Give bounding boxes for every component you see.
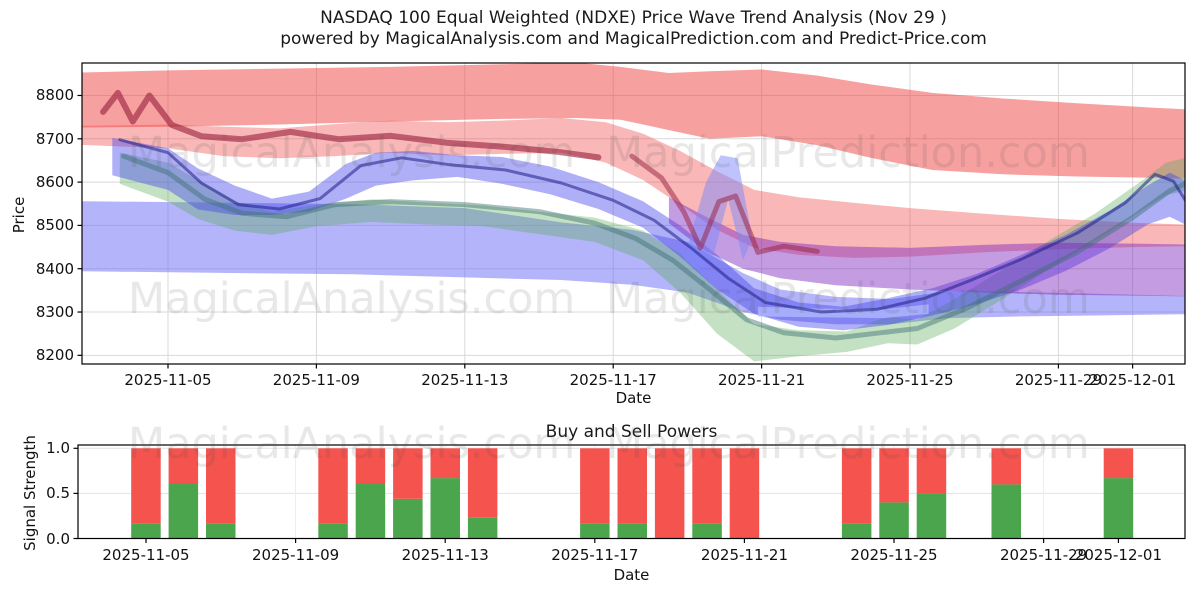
price-ytick-label: 8800 <box>35 86 74 105</box>
sell-bar-segment <box>467 448 498 518</box>
price-xtick-label: 2025-12-01 <box>1089 371 1177 389</box>
sell-bar-segment <box>617 448 647 524</box>
sell-bar-segment <box>729 448 760 539</box>
buy-bar-segment <box>580 523 610 539</box>
power-xtick-label: 2025-11-17 <box>551 545 639 564</box>
price-band-green-band <box>119 152 1185 362</box>
price-xtick-label: 2025-11-21 <box>718 371 806 389</box>
sell-bar-segment <box>654 448 685 539</box>
price-plot-border <box>81 62 1186 365</box>
power-xtick-label: 2025-11-21 <box>700 545 788 564</box>
sell-bar-segment <box>355 448 386 484</box>
power-xtick-label: 2025-11-09 <box>252 545 340 564</box>
power-xtick-label: 2025-11-05 <box>102 545 190 564</box>
sell-bar-segment <box>879 448 909 503</box>
chart-subtitle: powered by MagicalAnalysis.com and Magic… <box>280 29 987 49</box>
buy-bar-segment <box>617 523 647 539</box>
price-ytick-label: 8700 <box>35 129 74 148</box>
buy-bar-segment <box>879 502 909 539</box>
power-ytick-label: 0.0 <box>46 529 70 548</box>
sell-bar-segment <box>916 448 947 494</box>
price-line-navy-price-line <box>118 138 1185 314</box>
price-line-maroon-start-zigzag <box>100 89 602 161</box>
buy-bar-segment <box>318 523 348 539</box>
power-xtick-label: 2025-12-01 <box>1074 545 1163 564</box>
price-ytick-label: 8400 <box>35 259 74 278</box>
price-band-flat-blue-band <box>82 201 1185 325</box>
chart-title: NASDAQ 100 Equal Weighted (NDXE) Price W… <box>320 8 947 28</box>
buy-bar-segment <box>692 523 722 539</box>
buy-bar-segment <box>991 484 1021 539</box>
power-ytick-label: 1.0 <box>46 439 70 458</box>
buy-bar-segment <box>131 523 161 539</box>
buy-bar-segment <box>1103 478 1134 539</box>
price-ytick-label: 8200 <box>35 346 74 365</box>
sell-bar-segment <box>430 448 460 479</box>
buy-bar-segment <box>841 523 872 539</box>
price-band-mid-pink-band <box>82 118 1185 258</box>
price-xtick-label: 2025-11-17 <box>569 371 657 389</box>
buy-bar-segment <box>916 493 947 539</box>
power-xtick-label: 2025-11-13 <box>401 545 489 564</box>
price-axis-label: Price <box>10 196 28 234</box>
buy-bar-segment <box>393 498 423 539</box>
price-xtick-label: 2025-11-13 <box>421 371 509 389</box>
sell-bar-segment <box>580 448 610 524</box>
price-date-axis-label: Date <box>615 389 652 407</box>
sell-bar-segment <box>168 448 199 484</box>
power-xtick-label: 2025-11-25 <box>850 545 938 564</box>
power-plot-border <box>77 444 1186 540</box>
price-xtick-label: 2025-11-09 <box>272 371 360 389</box>
price-xtick-label: 2025-11-29 <box>1014 371 1102 389</box>
sell-bar-segment <box>318 448 348 524</box>
buy-bar-segment <box>355 483 386 539</box>
price-band-purple-band <box>668 197 1185 297</box>
sell-bar-segment <box>692 448 722 524</box>
price-line-teal-trace <box>121 153 1185 341</box>
price-ytick-label: 8600 <box>35 173 74 192</box>
power-chart-title: Buy and Sell Powers <box>545 422 718 442</box>
sell-bar-segment <box>991 448 1021 485</box>
buy-bar-segment <box>168 483 199 539</box>
buy-bar-segment <box>206 523 236 539</box>
buy-bar-segment <box>467 517 498 539</box>
power-ytick-label: 0.5 <box>46 484 70 503</box>
price-ytick-label: 8500 <box>35 216 74 235</box>
sell-bar-segment <box>393 448 423 499</box>
price-band-upper-red-band <box>82 63 1185 179</box>
price-line-maroon-mid-zigzag <box>629 153 820 255</box>
power-xtick-label: 2025-11-29 <box>1000 545 1088 564</box>
power-date-axis-label: Date <box>613 566 650 584</box>
price-xtick-label: 2025-11-05 <box>124 371 212 389</box>
sell-bar-segment <box>131 448 161 524</box>
sell-bar-segment <box>841 448 872 524</box>
price-ytick-label: 8300 <box>35 303 74 322</box>
sell-bar-segment <box>1103 448 1134 479</box>
price-xtick-label: 2025-11-25 <box>866 371 954 389</box>
buy-bar-segment <box>430 478 460 539</box>
sell-bar-segment <box>206 448 236 524</box>
